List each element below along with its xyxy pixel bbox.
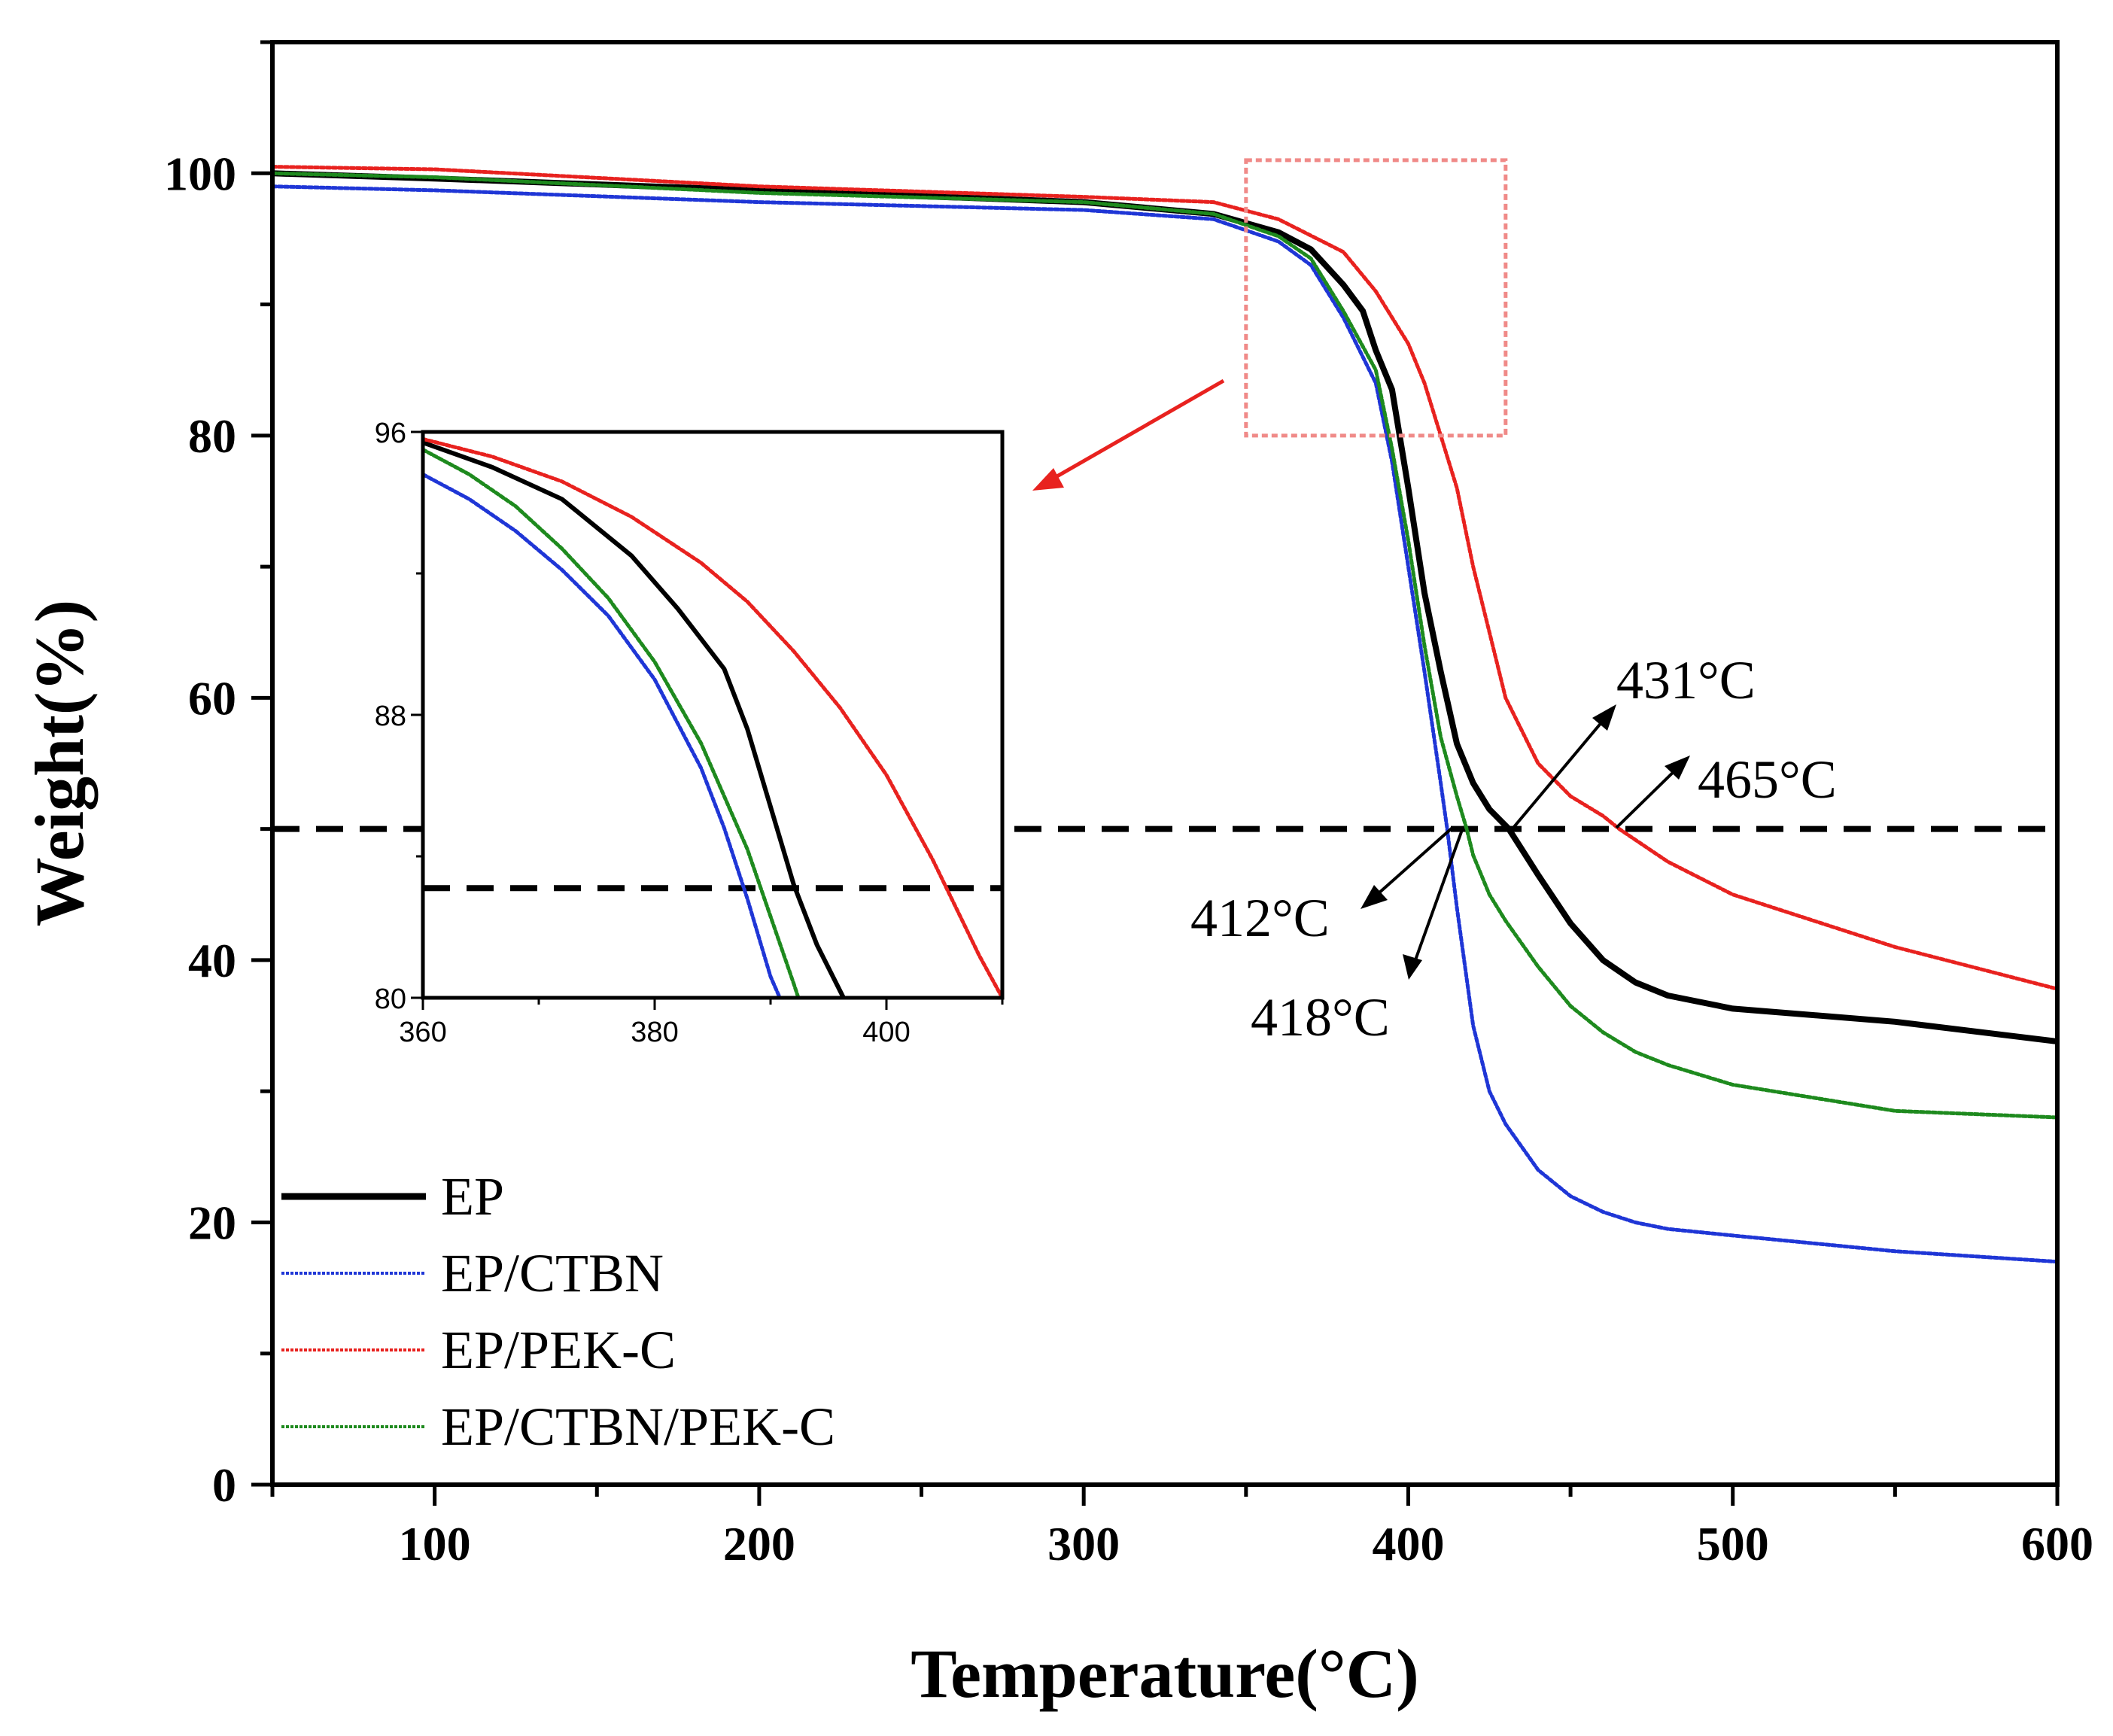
- annotations-group: 431°C 465°C 412°C 418°C: [1032, 379, 1837, 1047]
- annotation-418: 418°C: [1251, 987, 1390, 1047]
- legend-label-ep-ctbn: EP/CTBN: [441, 1243, 664, 1303]
- annotation-arrowhead-418: [1403, 954, 1422, 980]
- annotation-arrow-431: [1512, 710, 1612, 829]
- x-tick-label-300: 300: [1047, 1517, 1120, 1570]
- inset-series-group: [423, 436, 1002, 998]
- main-axes-group: 100 200 300 400 500 600 0 20 40 60 80 100: [164, 40, 2093, 1570]
- y-tick-label-0: 0: [212, 1458, 236, 1512]
- inset-y-tick-label-80: 80: [375, 984, 406, 1015]
- annotation-431: 431°C: [1616, 650, 1756, 710]
- main-series-group: [272, 165, 2057, 1264]
- zoom-region-box: [1244, 158, 1508, 438]
- y-tick-label-20: 20: [188, 1196, 236, 1249]
- x-tick-label-500: 500: [1697, 1517, 1769, 1570]
- main-plot-frame: [270, 40, 2060, 1487]
- annotation-arrow-412: [1370, 826, 1454, 901]
- inset-series-line-ep: [423, 440, 846, 998]
- x-axis-title: Temperature(°C): [911, 1635, 1419, 1712]
- inset-series-line-ep-pek-c: [423, 436, 1002, 998]
- y-tick-label-80: 80: [188, 409, 236, 463]
- inset-x-tick-label-400: 400: [862, 1017, 910, 1048]
- annotation-arrow-465: [1615, 763, 1683, 829]
- annotation-arrowhead-412: [1361, 885, 1388, 909]
- inset-background: [423, 432, 1002, 998]
- x-tick-label-400: 400: [1372, 1517, 1444, 1570]
- inset-series-line-ep-ctbn-pek-c: [423, 448, 801, 998]
- inset-x-tick-label-360: 360: [399, 1017, 446, 1048]
- x-tick-label-100: 100: [399, 1517, 471, 1570]
- y-tick-label-40: 40: [188, 934, 236, 987]
- series-line-ep-ctbn-pek-c: [272, 171, 2057, 1120]
- zoom-pointer-line: [1049, 379, 1225, 482]
- annotation-465: 465°C: [1698, 749, 1837, 810]
- zoom-region-group: [1244, 158, 1508, 438]
- inset-x-tick-label-380: 380: [631, 1017, 678, 1048]
- legend-label-ep-pekc: EP/PEK-C: [441, 1320, 676, 1380]
- y-tick-label-60: 60: [188, 671, 236, 725]
- series-line-ep-pek-c: [272, 165, 2057, 991]
- annotation-arrowhead-431: [1592, 704, 1616, 731]
- inset-series-line-ep-ctbn: [423, 472, 782, 998]
- legend: EP EP/CTBN EP/PEK-C EP/CTBN/PEK-C: [281, 1166, 835, 1457]
- y-tick-label-100: 100: [164, 147, 236, 200]
- series-line-ep-ctbn: [272, 184, 2057, 1264]
- inset-axes-group: 360 380 400 80 88 96: [375, 418, 1005, 1048]
- annotation-412: 412°C: [1190, 888, 1330, 948]
- x-tick-label-600: 600: [2021, 1517, 2093, 1570]
- zoom-pointer-arrowhead: [1032, 468, 1064, 491]
- x-tick-label-200: 200: [723, 1517, 795, 1570]
- legend-label-ep: EP: [441, 1166, 504, 1227]
- legend-label-ep-ctbn-pekc: EP/CTBN/PEK-C: [441, 1397, 835, 1457]
- y-axis-title: Weight(%): [21, 600, 98, 926]
- inset-y-tick-label-96: 96: [375, 418, 406, 449]
- inset-y-tick-label-88: 88: [375, 701, 406, 732]
- annotation-arrow-418: [1412, 827, 1464, 967]
- annotation-arrowhead-465: [1665, 756, 1690, 780]
